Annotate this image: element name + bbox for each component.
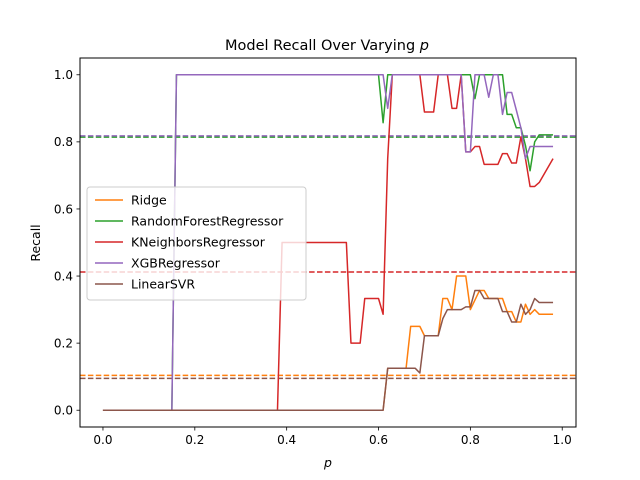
legend-label: RandomForestRegressor	[131, 214, 284, 229]
x-axis-label: p	[323, 455, 332, 470]
y-tick-label: 0.2	[54, 336, 73, 350]
legend-label: XGBRegressor	[131, 256, 221, 271]
x-tick-label: 0.0	[93, 433, 112, 447]
chart-title: Model Recall Over Varying p	[225, 38, 429, 54]
y-tick-label: 0.8	[54, 135, 73, 149]
x-tick-label: 0.6	[369, 433, 388, 447]
x-tick-label: 0.8	[461, 433, 480, 447]
chart-title-text: Model Recall Over Varying	[225, 38, 415, 54]
y-tick-label: 0.6	[54, 202, 73, 216]
x-tick-label: 0.4	[277, 433, 296, 447]
series-linearsvr	[102, 289, 554, 411]
y-tick-label: 1.0	[54, 68, 73, 82]
series-line-xgbregressor	[102, 74, 554, 411]
legend-label: KNeighborsRegressor	[131, 235, 266, 250]
y-axis-label: Recall	[28, 224, 43, 261]
y-tick-label: 0.0	[54, 404, 73, 418]
legend-label: LinearSVR	[131, 277, 195, 292]
series-xgbregressor	[102, 74, 554, 411]
y-tick-label: 0.4	[54, 269, 73, 283]
chart-title-symbol: p	[419, 38, 429, 54]
plot-frame	[79, 57, 577, 428]
plot-series	[102, 74, 554, 411]
legend: Ridge RandomForestRegressor KNeighborsRegr…	[86, 186, 307, 301]
legend-label: Ridge	[131, 193, 167, 208]
x-tick-label: 0.2	[185, 433, 204, 447]
series-kneighborsregressor	[102, 74, 554, 411]
series-line-linearsvr	[102, 289, 554, 411]
x-tick-label: 1.0	[553, 433, 572, 447]
x-axis: 0.0 0.2 0.4 0.6 0.8 1.0	[93, 427, 572, 447]
series-line-kneighborsregressor	[102, 74, 554, 411]
legend-box	[86, 186, 307, 301]
y-axis: 0.0 0.2 0.4 0.6 0.8 1.0	[54, 68, 80, 418]
